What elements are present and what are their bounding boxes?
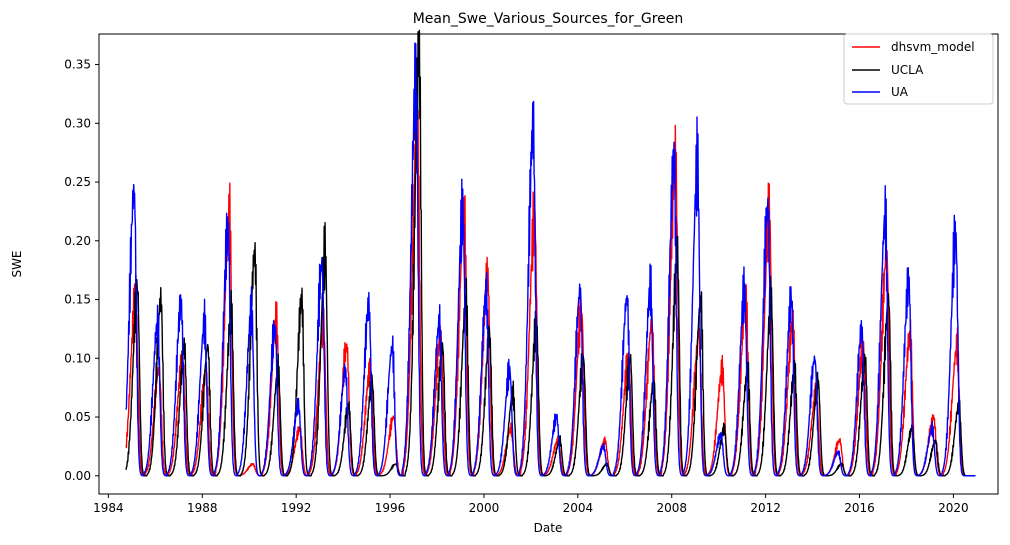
chart-title: Mean_Swe_Various_Sources_for_Green bbox=[413, 11, 684, 27]
y-axis-ticks: 0.00 0.05 0.10 0.15 0.20 0.25 0.30 0.35 bbox=[64, 58, 99, 483]
series-line-ucla bbox=[125, 29, 976, 477]
x-tick-label: 2020 bbox=[938, 501, 969, 515]
series-line-dhsvm-model bbox=[125, 108, 976, 477]
y-tick-label: 0.20 bbox=[64, 234, 91, 248]
x-tick-label: 1996 bbox=[375, 501, 406, 515]
x-axis-label: Date bbox=[534, 521, 563, 535]
y-tick-label: 0.25 bbox=[64, 175, 91, 189]
plot-frame bbox=[98, 33, 999, 495]
x-tick-label: 2016 bbox=[844, 501, 875, 515]
y-tick-label: 0.00 bbox=[64, 469, 91, 483]
x-tick-label: 1992 bbox=[281, 501, 312, 515]
legend-box bbox=[843, 33, 994, 105]
x-tick-label: 2000 bbox=[469, 501, 500, 515]
y-tick-label: 0.35 bbox=[64, 58, 91, 72]
x-tick-label: 1988 bbox=[187, 501, 218, 515]
axes-layer bbox=[98, 33, 999, 495]
y-axis-label: SWE bbox=[10, 250, 24, 277]
x-axis-ticks: 1984 1988 1992 1996 2000 2004 2008 2012 2016 2020 bbox=[93, 494, 969, 515]
legend-label-dhsvm: dhsvm_model bbox=[891, 40, 975, 54]
x-tick-label: 1984 bbox=[93, 501, 124, 515]
y-tick-label: 0.05 bbox=[64, 410, 91, 424]
y-tick-label: 0.10 bbox=[64, 351, 91, 365]
y-tick-label: 0.30 bbox=[64, 116, 91, 130]
series-line-ua bbox=[125, 42, 976, 477]
y-tick-label: 0.15 bbox=[64, 293, 91, 307]
legend: dhsvm_model UCLA UA bbox=[843, 33, 994, 105]
series-layer bbox=[125, 29, 976, 477]
legend-label-ua: UA bbox=[891, 85, 909, 99]
legend-label-ucla: UCLA bbox=[891, 63, 924, 77]
x-tick-label: 2004 bbox=[563, 501, 594, 515]
x-tick-label: 2012 bbox=[750, 501, 781, 515]
x-tick-label: 2008 bbox=[656, 501, 687, 515]
